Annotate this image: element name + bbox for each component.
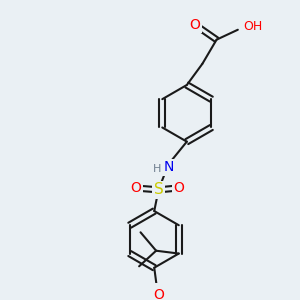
Text: N: N <box>164 160 174 174</box>
Text: S: S <box>154 182 164 197</box>
Text: O: O <box>173 182 184 195</box>
Text: OH: OH <box>243 20 262 33</box>
Text: O: O <box>189 18 200 32</box>
Text: H: H <box>153 164 161 174</box>
Text: O: O <box>130 182 141 195</box>
Text: O: O <box>153 288 164 300</box>
